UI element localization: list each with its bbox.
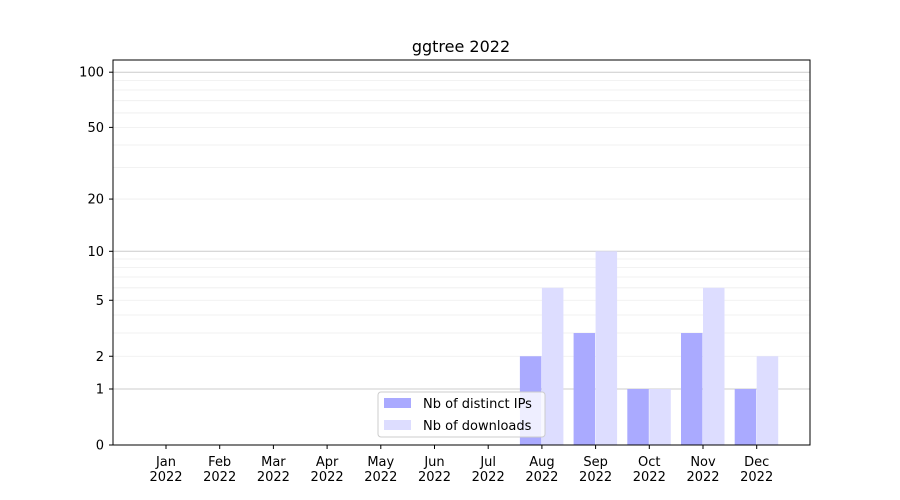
x-tick-label: May 2022: [364, 455, 397, 485]
x-tick-label: Dec 2022: [740, 455, 773, 485]
chart-title: ggtree 2022: [412, 37, 510, 56]
bar: [573, 333, 596, 445]
legend-label-ips: Nb of distinct IPs: [423, 397, 532, 412]
y-tick-label: 20: [87, 193, 104, 208]
y-tick-label: 1: [96, 383, 104, 398]
y-tick-label: 100: [79, 66, 104, 81]
x-tick-label: Feb 2022: [203, 455, 236, 485]
x-tick-label: Nov 2022: [686, 455, 719, 485]
bar: [627, 389, 649, 445]
bars: [519, 251, 779, 445]
y-tick-label: 0: [96, 439, 104, 454]
x-tick-label: Mar 2022: [257, 455, 290, 485]
legend: Nb of distinct IPs Nb of downloads: [377, 391, 546, 438]
bar: [703, 287, 725, 445]
legend-swatch-ips: [384, 398, 411, 408]
x-tick-label: Aug 2022: [525, 455, 558, 485]
x-axis: Jan 2022 Feb 2022 Mar 2022 Apr 2022 May 2022 Jun 20…: [149, 445, 773, 485]
bar: [595, 251, 618, 445]
x-tick-label: Jul 2022: [472, 455, 505, 485]
x-tick-label: Apr 2022: [311, 455, 344, 485]
legend-label-downloads: Nb of downloads: [423, 419, 532, 434]
bar: [541, 287, 564, 445]
bar: [681, 333, 703, 445]
x-tick-label: Oct 2022: [633, 455, 666, 485]
y-axis: 0 1 2 5 10 20 50 100: [79, 66, 113, 454]
bar: [756, 356, 779, 445]
grid: [113, 71, 810, 390]
x-tick-label: Jun 2022: [418, 455, 451, 485]
plot-frame: [112, 59, 811, 446]
y-tick-label: 2: [96, 350, 104, 365]
bar: [649, 389, 671, 445]
y-tick-label: 50: [87, 121, 104, 136]
x-tick-label: Jan 2022: [149, 455, 182, 485]
y-tick-label: 10: [87, 245, 104, 260]
x-tick-label: Sep 2022: [579, 455, 612, 485]
legend-swatch-downloads: [384, 420, 411, 430]
y-tick-label: 5: [96, 294, 104, 309]
bar: [734, 389, 757, 445]
